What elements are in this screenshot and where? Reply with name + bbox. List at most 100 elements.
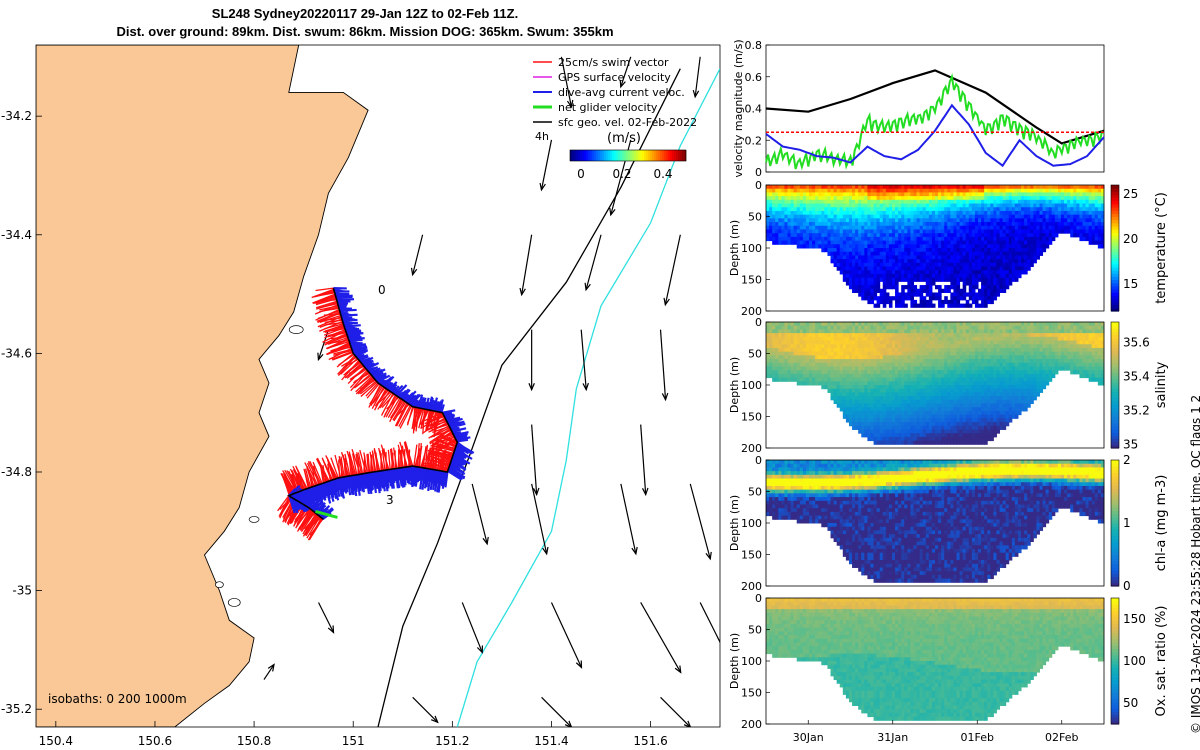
sfc-velocity-arrowhead [641, 487, 649, 497]
section-cell [891, 199, 896, 205]
section-cell [858, 355, 862, 360]
section-cell [956, 210, 961, 216]
section-cell [891, 433, 896, 438]
section-cell [956, 203, 961, 208]
section-cell [990, 222, 994, 227]
section-cell [882, 436, 887, 442]
section-cell [1017, 255, 1022, 260]
section-cell [910, 248, 914, 253]
section-cell [790, 207, 795, 212]
sfc-velocity-arrowhead [584, 282, 591, 292]
section-cell [842, 207, 847, 212]
section-cell [867, 259, 871, 264]
section-cell [1085, 214, 1090, 219]
section-cell [978, 303, 982, 308]
section-cell [901, 296, 905, 301]
section-cell [907, 236, 911, 242]
section-cell [812, 377, 816, 382]
section-cell [990, 225, 994, 230]
section-cell [941, 203, 945, 208]
section-cell [787, 373, 792, 379]
section-cell [1027, 262, 1031, 268]
section-cell [864, 322, 868, 327]
section-cell [802, 347, 807, 353]
section-cell [974, 251, 979, 256]
section-cell [793, 340, 798, 345]
section-cell [919, 359, 924, 364]
section-cell [799, 377, 804, 382]
section-cell [996, 292, 1001, 297]
swim-vector-arrow [348, 365, 365, 375]
section-cell [870, 377, 875, 382]
section-cell [974, 196, 979, 201]
section-cell [898, 336, 902, 342]
section-cell [901, 248, 905, 253]
sfc-velocity-arrow [580, 329, 587, 390]
section-cell [855, 399, 859, 405]
section-cell [876, 277, 881, 282]
section-cell [870, 355, 875, 360]
section-cell [1076, 185, 1080, 190]
section-cell [858, 270, 862, 275]
section-cell [873, 377, 878, 382]
section-cell [888, 273, 893, 279]
section-cell [876, 340, 881, 345]
section-cell [898, 259, 902, 264]
section-cell [965, 259, 970, 264]
section-cell [833, 344, 838, 349]
section-cell [891, 362, 896, 367]
section-cell [867, 425, 871, 430]
section-cell [888, 270, 893, 275]
section-cell [1054, 188, 1059, 193]
section-cell [916, 236, 921, 242]
section-cell [974, 248, 979, 253]
section-cell [1042, 188, 1047, 193]
section-cell [916, 429, 921, 434]
section-cell [867, 207, 871, 212]
section-cell [938, 277, 942, 282]
section-cell [873, 285, 878, 290]
section-cell [836, 259, 841, 264]
section-cell [935, 210, 939, 216]
swim-vector-arrow [440, 433, 458, 443]
dive-avg-current-arrow [360, 356, 374, 365]
section-cell [1097, 199, 1102, 205]
section-cell [1008, 222, 1013, 227]
section-cell [910, 396, 914, 401]
section-cell [1011, 229, 1016, 234]
section-cell [1100, 218, 1105, 223]
section-cell [842, 325, 847, 330]
section-cell [845, 210, 850, 216]
section-cell [805, 196, 810, 201]
section-cell [858, 429, 862, 434]
section-cell [876, 381, 881, 386]
section-cell [796, 322, 801, 327]
section-cell [824, 325, 828, 330]
section-cell [852, 388, 856, 393]
section-cell [935, 192, 939, 197]
section-cell [855, 207, 859, 212]
section-cell [842, 414, 847, 419]
section-cell [873, 233, 878, 238]
section-cell [910, 303, 914, 308]
dive-avg-current-arrow [367, 366, 379, 373]
section-cell [996, 288, 1001, 293]
section-cell [769, 210, 773, 216]
section-cell [931, 244, 936, 249]
section-cell [793, 192, 798, 197]
section-cell [787, 196, 792, 201]
section-cell [833, 385, 838, 390]
section-cell [855, 277, 859, 282]
dive-avg-current-arrow [421, 467, 426, 481]
section-cell [864, 329, 868, 334]
section-cell [947, 233, 951, 238]
section-cell [950, 266, 954, 271]
colorbar-swatch [588, 150, 591, 161]
section-cell [971, 185, 976, 190]
section-cell [861, 366, 865, 371]
section-cell [876, 266, 881, 271]
section-cell [1017, 210, 1022, 216]
section-cell [882, 336, 887, 342]
section-cell [812, 244, 816, 249]
section-cell [904, 385, 908, 390]
